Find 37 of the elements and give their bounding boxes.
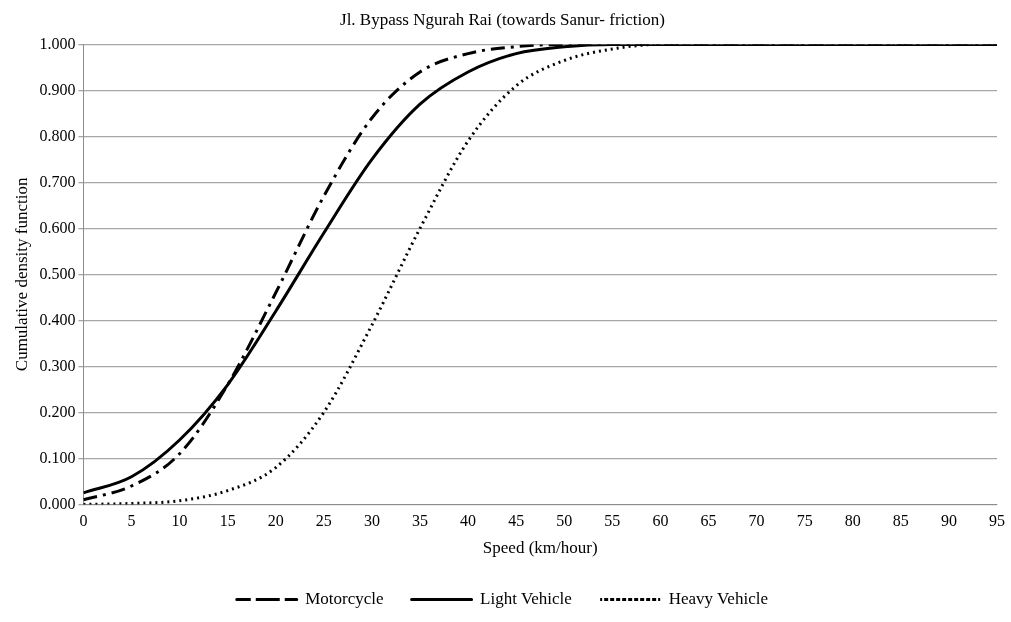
y-tick-label: 0.500 <box>39 264 76 282</box>
x-tick-label: 25 <box>315 512 332 530</box>
x-tick-label: 5 <box>127 512 136 530</box>
x-tick-label: 0 <box>79 512 88 530</box>
x-tick-label: 65 <box>700 512 717 530</box>
x-tick-label: 55 <box>604 512 621 530</box>
y-tick-label: 0.800 <box>39 126 76 144</box>
chart-title: Jl. Bypass Ngurah Rai (towards Sanur- friction) <box>340 9 665 29</box>
legend-label: Motorcycle <box>305 588 384 608</box>
x-tick-label: 80 <box>844 512 861 530</box>
y-tick-label: 0.700 <box>39 172 76 190</box>
x-tick-label: 20 <box>267 512 284 530</box>
y-tick-label: 0.900 <box>39 80 76 98</box>
x-axis-title: Speed (km/hour) <box>482 538 598 558</box>
y-axis-title: Cumulative density function <box>11 177 31 372</box>
x-tick-label: 40 <box>460 512 477 530</box>
y-tick-label: 1.000 <box>39 34 76 52</box>
x-tick-label: 15 <box>219 512 236 530</box>
y-tick-label: 0.600 <box>39 218 76 236</box>
y-tick-label: 0.200 <box>39 402 76 420</box>
x-tick-label: 70 <box>748 512 765 530</box>
x-tick-label: 95 <box>989 512 1005 530</box>
x-tick-label: 45 <box>508 512 525 530</box>
x-tick-label: 60 <box>652 512 669 530</box>
y-tick-label: 0.100 <box>39 448 76 466</box>
x-tick-label: 50 <box>556 512 573 530</box>
y-tick-label: 0.300 <box>39 356 76 374</box>
x-tick-label: 35 <box>411 512 428 530</box>
x-tick-label: 85 <box>892 512 909 530</box>
x-tick-label: 30 <box>363 512 380 530</box>
x-tick-label: 10 <box>171 512 188 530</box>
legend-label: Light Vehicle <box>480 588 572 608</box>
y-tick-label: 0.000 <box>39 494 76 512</box>
legend-label: Heavy Vehicle <box>668 588 768 608</box>
y-tick-label: 0.400 <box>39 310 76 328</box>
x-tick-label: 90 <box>940 512 957 530</box>
x-tick-label: 75 <box>796 512 813 530</box>
